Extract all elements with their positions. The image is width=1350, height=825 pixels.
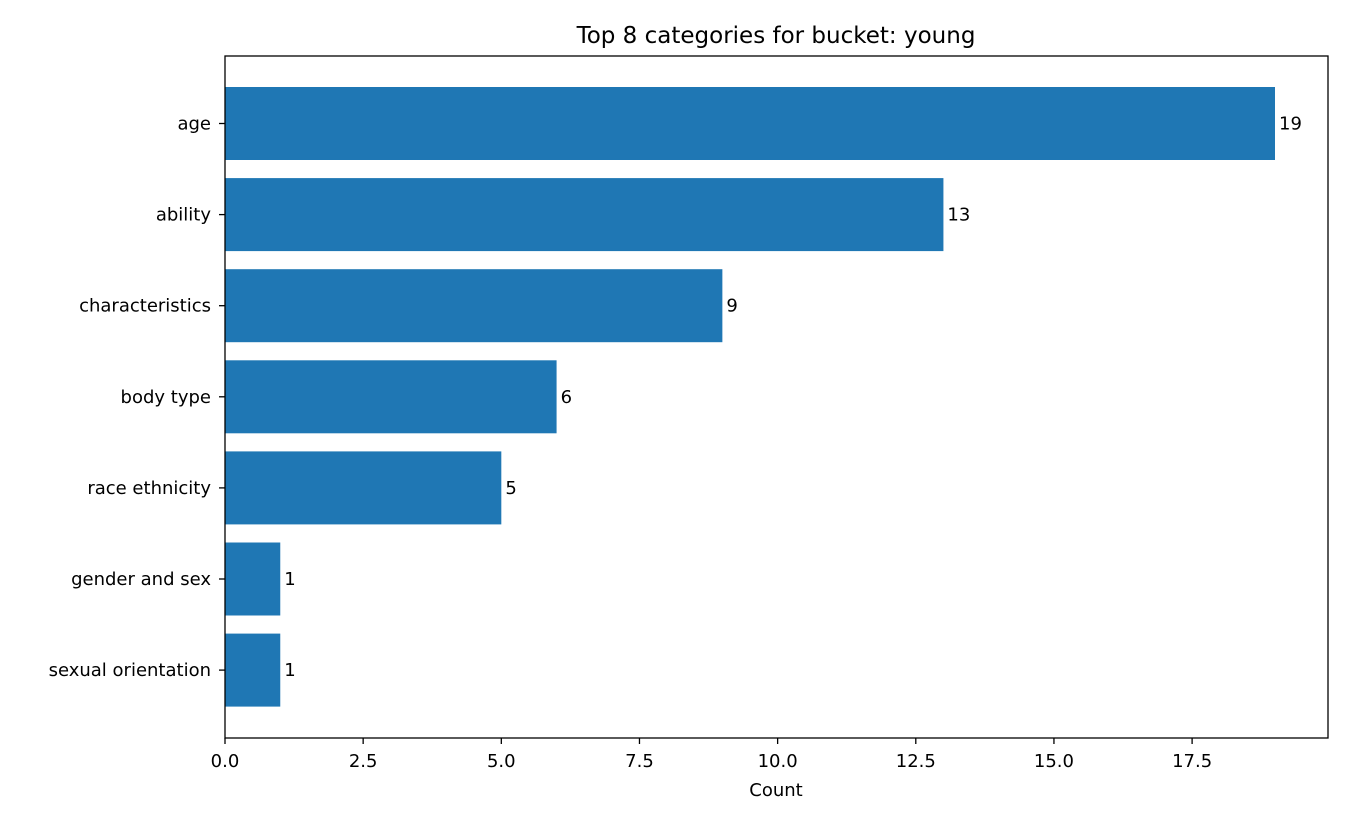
y-tick-label-ability: ability bbox=[156, 205, 212, 226]
chart-title: Top 8 categories for bucket: young bbox=[576, 23, 976, 49]
plot-frame bbox=[224, 55, 1329, 739]
bar-body-type bbox=[225, 360, 557, 434]
data-label-race-ethnicity: 5 bbox=[505, 478, 516, 499]
y-tick-label-gender-and-sex: gender and sex bbox=[71, 569, 211, 590]
data-label-sexual-orientation: 1 bbox=[284, 660, 295, 681]
data-label-ability: 13 bbox=[947, 205, 970, 226]
x-tick-label-3: 7.5 bbox=[625, 751, 654, 772]
data-label-gender-and-sex: 1 bbox=[284, 569, 295, 590]
x-tick-label-6: 15.0 bbox=[1034, 751, 1074, 772]
bar-sexual-orientation bbox=[225, 633, 281, 707]
bar-age bbox=[225, 87, 1275, 160]
x-tick-label-1: 2.5 bbox=[349, 751, 378, 772]
data-label-age: 19 bbox=[1279, 114, 1302, 135]
x-tick-label-7: 17.5 bbox=[1172, 751, 1212, 772]
y-tick-label-characteristics: characteristics bbox=[79, 296, 211, 317]
data-label-body-type: 6 bbox=[561, 387, 572, 408]
x-tick-label-4: 10.0 bbox=[758, 751, 798, 772]
y-tick-label-body-type: body type bbox=[121, 387, 211, 408]
x-tick-label-0: 0.0 bbox=[211, 751, 240, 772]
bar-ability bbox=[225, 178, 944, 252]
bar-characteristics bbox=[225, 269, 723, 343]
y-tick-label-sexual-orientation: sexual orientation bbox=[49, 660, 211, 681]
bar-gender-and-sex bbox=[225, 542, 281, 616]
x-tick-label-5: 12.5 bbox=[896, 751, 936, 772]
x-axis-label: Count bbox=[749, 780, 802, 801]
data-label-characteristics: 9 bbox=[726, 296, 737, 317]
y-tick-label-age: age bbox=[177, 114, 211, 135]
bar-race-ethnicity bbox=[225, 451, 502, 525]
x-tick-label-2: 5.0 bbox=[487, 751, 516, 772]
y-tick-label-race-ethnicity: race ethnicity bbox=[87, 478, 211, 499]
plot-area: age 19 ability 13 characteristics 9 body type 6… bbox=[49, 87, 1302, 772]
